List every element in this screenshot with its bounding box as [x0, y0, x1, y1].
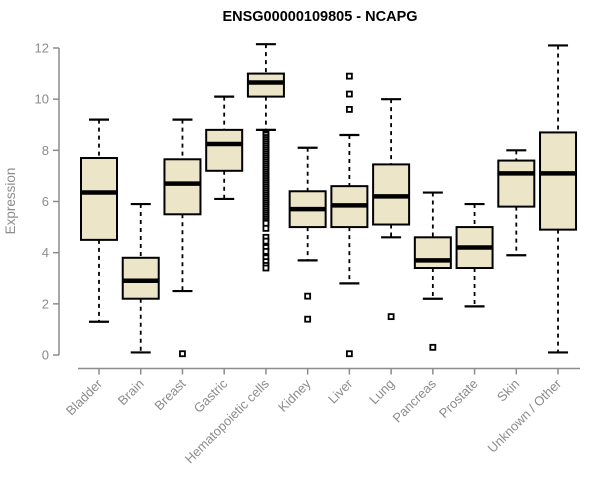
box-group-brain	[121, 202, 160, 354]
x-tick-label: Prostate	[436, 376, 481, 421]
iqr-box	[539, 131, 578, 231]
iqr-box	[163, 158, 202, 216]
box-group-prostate	[455, 202, 494, 308]
iqr-box	[413, 236, 452, 270]
x-tick-label: Skin	[494, 376, 522, 404]
iqr-box	[246, 72, 285, 98]
box-group-lung	[372, 98, 411, 321]
y-tick-label: 8	[42, 143, 49, 158]
boxplot-series	[80, 43, 578, 358]
iqr-box	[497, 159, 536, 208]
outlier-point	[262, 237, 270, 245]
outlier-point	[262, 247, 270, 255]
outlier-point	[179, 350, 186, 358]
y-tick-label: 10	[35, 92, 49, 107]
x-tick-label: Lung	[366, 376, 397, 407]
x-tick-label: Gastric	[191, 376, 231, 416]
box-group-liver	[330, 72, 369, 358]
outlier-point	[345, 106, 353, 113]
box-group-gastric	[205, 95, 244, 201]
outlier-point	[304, 315, 312, 323]
outlier-point	[345, 350, 353, 358]
box-group-skin	[497, 149, 536, 257]
box-group-bladder	[80, 118, 118, 323]
y-tick-label: 6	[42, 194, 49, 209]
y-tick-label: 4	[42, 245, 49, 260]
x-tick-label: Bladder	[63, 376, 106, 419]
y-axis: 0 2 4 6 8 10 12	[35, 41, 60, 363]
iqr-box	[205, 128, 244, 172]
iqr-box	[80, 157, 118, 241]
box-group-breast	[163, 118, 202, 358]
chart-title: ENSG00000109805 - NCAPG	[222, 9, 417, 25]
box-group-unknown-other	[539, 44, 578, 354]
box-group-kidney	[288, 146, 327, 323]
y-tick-label: 12	[35, 41, 49, 56]
iqr-box	[121, 256, 160, 300]
x-tick-label: Kidney	[275, 376, 314, 415]
box-group-hematopoietic-cells	[246, 43, 285, 272]
box-group-pancreas	[413, 191, 452, 351]
outlier-point	[262, 224, 270, 232]
outlier-point	[345, 90, 353, 98]
outlier-point	[429, 343, 437, 351]
x-tick-label: Liver	[325, 376, 356, 407]
x-tick-label: Brain	[115, 376, 147, 408]
x-tick-label: Breast	[151, 376, 188, 413]
x-tick-label: Pancreas	[390, 376, 440, 426]
y-tick-label: 0	[42, 348, 49, 363]
outlier-point	[387, 313, 395, 321]
outlier-point	[345, 72, 353, 80]
y-axis-label: Expression	[3, 168, 18, 235]
y-tick-label: 2	[42, 296, 49, 311]
x-tick-label: Unknown / Other	[485, 376, 565, 456]
outlier-point	[262, 264, 270, 272]
outlier-point	[304, 292, 312, 300]
